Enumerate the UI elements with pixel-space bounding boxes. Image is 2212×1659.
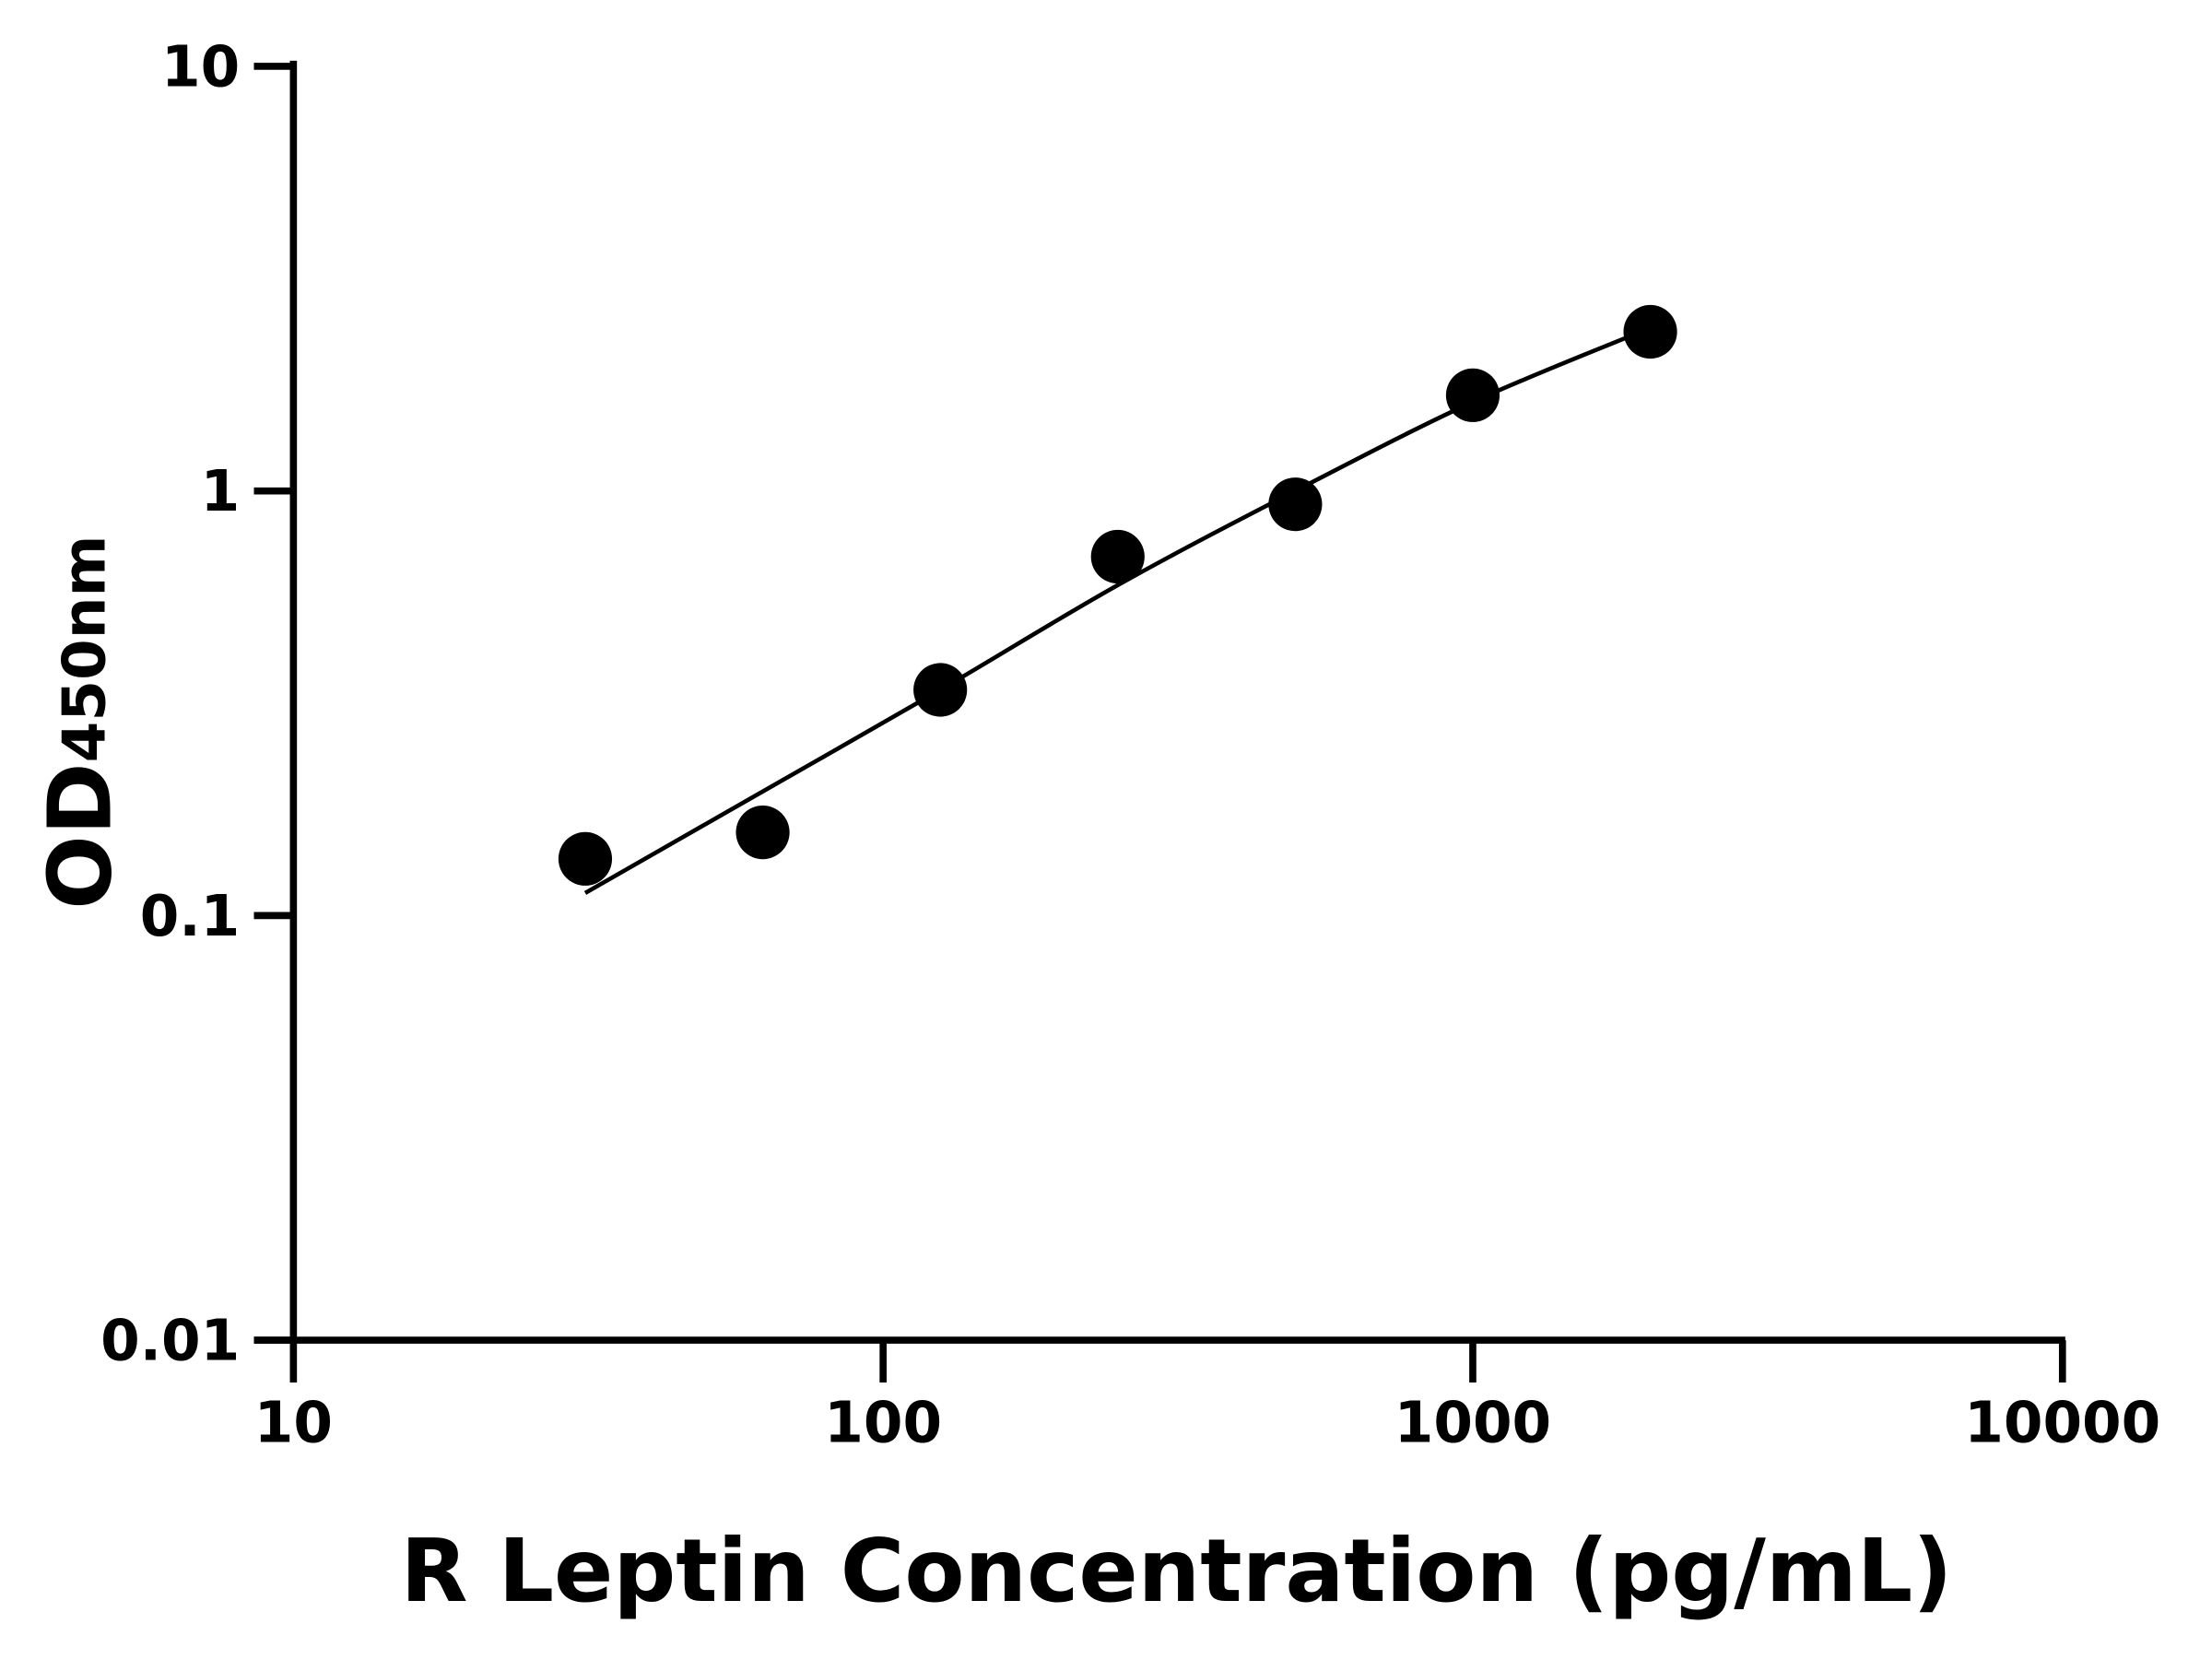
x-tick-label: 1000 xyxy=(1394,1390,1551,1455)
y-tick-label: 0.01 xyxy=(100,1309,240,1374)
y-ticks: 0.01 0.1 1 10 xyxy=(100,34,294,1374)
y-axis-label-sub: 450nm xyxy=(50,535,119,763)
x-tick-label: 100 xyxy=(824,1390,942,1455)
data-point xyxy=(558,831,613,886)
y-tick-label: 0.1 xyxy=(140,884,240,949)
data-points xyxy=(558,304,1677,886)
svg-text:OD450nm: OD450nm xyxy=(29,535,131,910)
data-point xyxy=(1268,477,1323,532)
y-axis-label: OD450nm xyxy=(29,535,131,910)
axes xyxy=(253,60,2065,1344)
data-point xyxy=(913,663,968,717)
y-tick-label: 10 xyxy=(161,34,240,100)
x-tick-label: 10000 xyxy=(1964,1390,2160,1455)
data-point xyxy=(1090,529,1145,584)
y-axis-label-main: OD xyxy=(29,762,131,909)
x-axis-label: R Leptin Concentration (pg/mL) xyxy=(401,1521,1953,1622)
x-tick-label: 10 xyxy=(254,1390,333,1455)
data-point xyxy=(1445,368,1500,422)
data-point xyxy=(1623,304,1677,359)
y-tick-label: 1 xyxy=(201,459,241,524)
x-ticks: 10 100 1000 10000 xyxy=(254,1340,2160,1455)
data-point xyxy=(735,806,790,860)
